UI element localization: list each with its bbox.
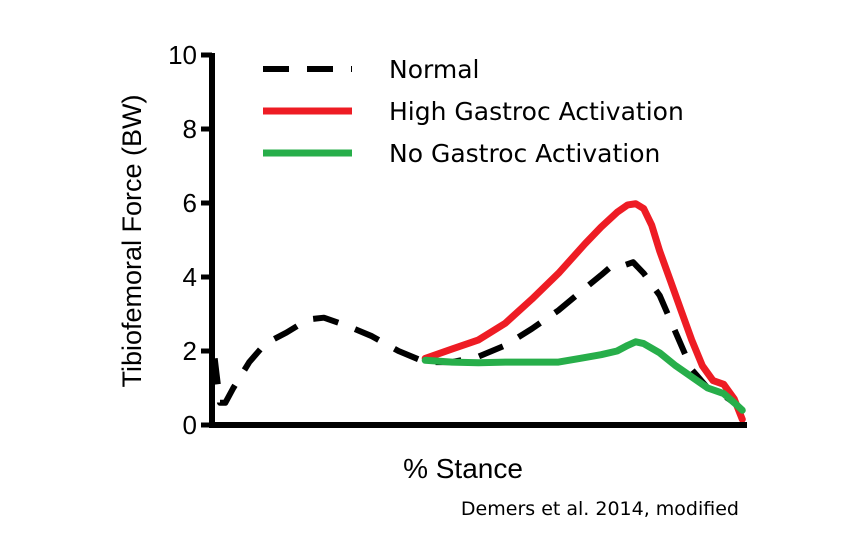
y-tick-label-5: 10 <box>168 40 197 70</box>
legend-label-0: Normal <box>389 55 479 84</box>
y-tick-label-2: 4 <box>183 262 197 292</box>
legend: Normal High Gastroc Activation No Gastroc … <box>263 55 684 168</box>
y-tick-label-3: 6 <box>183 188 197 218</box>
x-axis-label: % Stance <box>403 453 523 484</box>
y-tick-label-1: 2 <box>183 336 197 366</box>
y-tick-label-4: 8 <box>183 114 197 144</box>
legend-label-2: No Gastroc Activation <box>389 139 660 168</box>
source-annotation: Demers et al. 2014, modified <box>461 498 739 520</box>
y-tick-label-0: 0 <box>183 410 197 440</box>
series-line-2 <box>421 338 746 414</box>
series-line-0 <box>211 259 745 413</box>
ticks-layer: 0 2 4 6 8 10 <box>168 40 212 440</box>
series-line-1 <box>421 200 746 423</box>
series-layer <box>211 200 746 423</box>
y-axis-label: Tibiofemoral Force (BW) <box>117 94 147 387</box>
axes-layer <box>209 53 747 428</box>
legend-label-1: High Gastroc Activation <box>389 97 684 126</box>
